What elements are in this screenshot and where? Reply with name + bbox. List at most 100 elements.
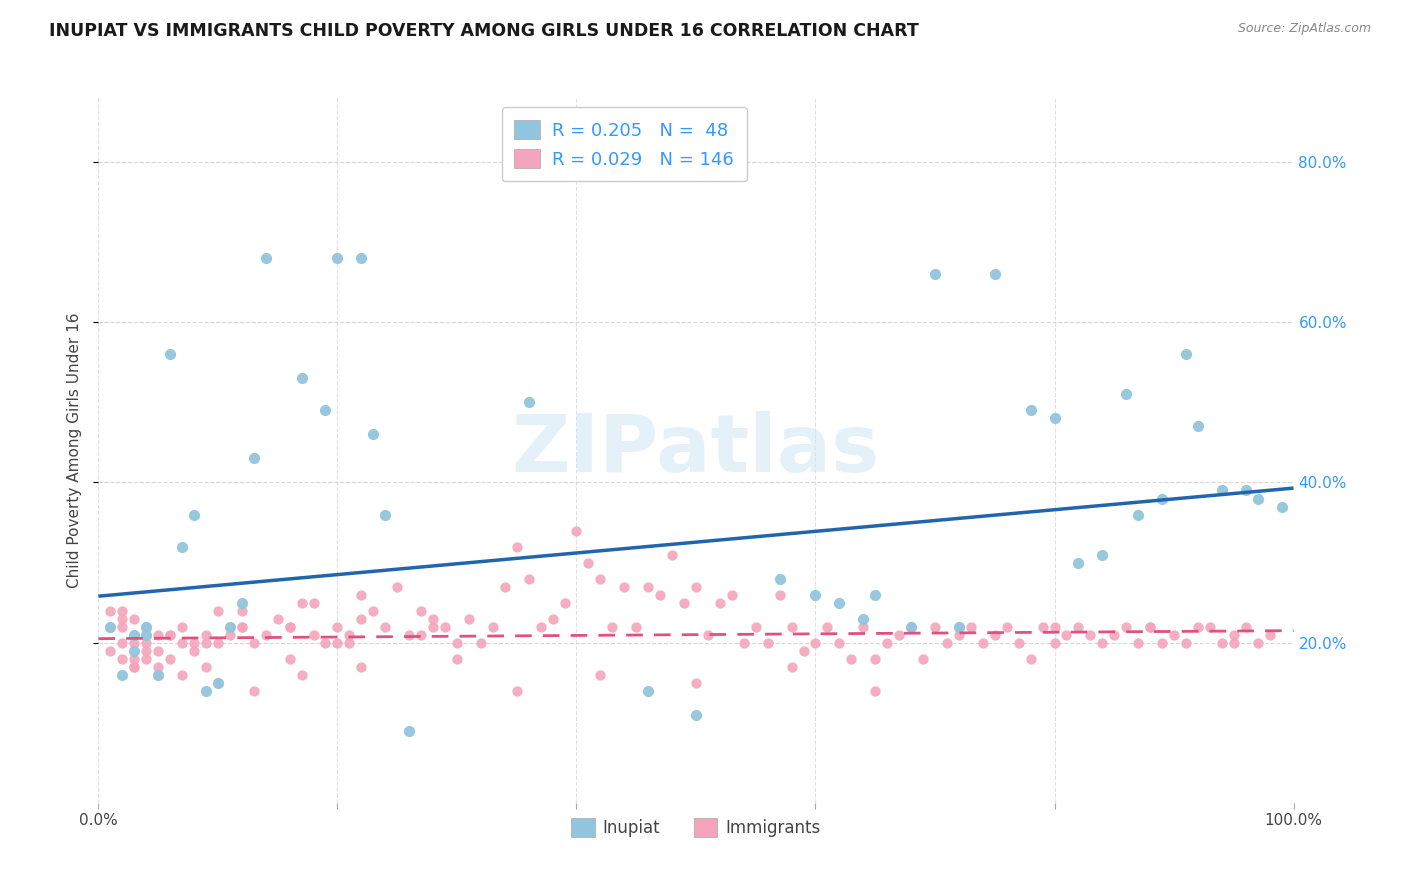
Point bbox=[1115, 387, 1137, 401]
Point bbox=[398, 723, 420, 738]
Point bbox=[111, 651, 134, 665]
Point bbox=[1152, 491, 1174, 506]
Point bbox=[1139, 619, 1161, 633]
Point bbox=[291, 596, 314, 610]
Point bbox=[1175, 347, 1198, 361]
Point bbox=[231, 619, 253, 633]
Point bbox=[1258, 627, 1281, 641]
Point bbox=[172, 619, 194, 633]
Point bbox=[733, 635, 755, 649]
Point bbox=[231, 596, 253, 610]
Point bbox=[219, 619, 242, 633]
Point bbox=[135, 651, 157, 665]
Point bbox=[254, 252, 277, 266]
Point bbox=[219, 619, 242, 633]
Point bbox=[960, 619, 983, 633]
Point bbox=[98, 619, 122, 633]
Point bbox=[207, 675, 229, 690]
Point bbox=[207, 604, 229, 618]
Point bbox=[541, 612, 564, 626]
Point bbox=[243, 683, 266, 698]
Point bbox=[578, 556, 600, 570]
Point bbox=[1091, 635, 1114, 649]
Point bbox=[685, 580, 707, 594]
Point bbox=[626, 619, 648, 633]
Point bbox=[1234, 483, 1257, 498]
Point bbox=[565, 524, 588, 538]
Point bbox=[1187, 419, 1209, 434]
Point bbox=[350, 659, 373, 673]
Point bbox=[98, 619, 122, 633]
Point bbox=[865, 683, 887, 698]
Point bbox=[613, 580, 636, 594]
Point bbox=[1139, 619, 1161, 633]
Point bbox=[1163, 627, 1185, 641]
Point bbox=[302, 596, 325, 610]
Point bbox=[1187, 619, 1209, 633]
Point bbox=[1211, 483, 1233, 498]
Point bbox=[339, 635, 361, 649]
Point bbox=[506, 540, 529, 554]
Point bbox=[1211, 635, 1233, 649]
Point bbox=[278, 619, 301, 633]
Point bbox=[589, 572, 612, 586]
Point bbox=[494, 580, 516, 594]
Point bbox=[637, 580, 659, 594]
Point bbox=[995, 619, 1018, 633]
Point bbox=[1247, 635, 1270, 649]
Point bbox=[135, 619, 157, 633]
Point bbox=[554, 596, 576, 610]
Point bbox=[1043, 619, 1066, 633]
Point bbox=[1234, 619, 1257, 633]
Point bbox=[207, 675, 229, 690]
Point bbox=[815, 619, 838, 633]
Point bbox=[721, 588, 744, 602]
Point bbox=[183, 508, 205, 522]
Point bbox=[458, 612, 481, 626]
Point bbox=[481, 619, 505, 633]
Point bbox=[124, 627, 146, 641]
Point bbox=[339, 627, 361, 641]
Point bbox=[1223, 627, 1246, 641]
Point bbox=[195, 659, 218, 673]
Point bbox=[350, 252, 373, 266]
Point bbox=[768, 588, 790, 602]
Point bbox=[948, 627, 970, 641]
Point bbox=[948, 619, 970, 633]
Point bbox=[159, 627, 181, 641]
Point bbox=[398, 627, 420, 641]
Point bbox=[841, 651, 863, 665]
Point bbox=[195, 627, 218, 641]
Point bbox=[948, 619, 970, 633]
Point bbox=[1019, 651, 1042, 665]
Point bbox=[363, 427, 385, 442]
Point bbox=[98, 604, 122, 618]
Point bbox=[315, 635, 337, 649]
Point bbox=[1223, 635, 1246, 649]
Point bbox=[768, 572, 790, 586]
Point bbox=[326, 619, 349, 633]
Point bbox=[111, 667, 134, 681]
Point bbox=[98, 643, 122, 657]
Point bbox=[900, 619, 922, 633]
Point bbox=[219, 627, 242, 641]
Legend: Inupiat, Immigrants: Inupiat, Immigrants bbox=[565, 812, 827, 844]
Point bbox=[231, 619, 253, 633]
Point bbox=[876, 635, 898, 649]
Text: ZIPatlas: ZIPatlas bbox=[512, 411, 880, 490]
Point bbox=[124, 612, 146, 626]
Point bbox=[1043, 411, 1066, 425]
Point bbox=[422, 619, 444, 633]
Point bbox=[159, 627, 181, 641]
Point bbox=[828, 635, 851, 649]
Point bbox=[470, 635, 492, 649]
Point bbox=[1115, 619, 1137, 633]
Point bbox=[111, 612, 134, 626]
Point bbox=[374, 619, 396, 633]
Point bbox=[124, 651, 146, 665]
Point bbox=[661, 548, 683, 562]
Point bbox=[111, 619, 134, 633]
Point bbox=[865, 651, 887, 665]
Point bbox=[1175, 635, 1198, 649]
Point bbox=[648, 588, 672, 602]
